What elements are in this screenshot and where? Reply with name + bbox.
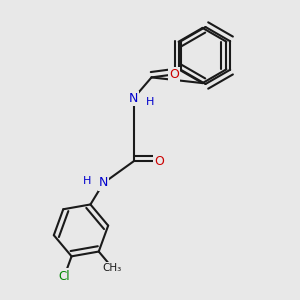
Text: H: H xyxy=(83,176,91,186)
Text: O: O xyxy=(169,68,179,81)
Text: O: O xyxy=(154,155,164,168)
Text: CH₃: CH₃ xyxy=(103,262,122,273)
Text: H: H xyxy=(146,97,154,107)
Text: N: N xyxy=(99,176,108,190)
Text: N: N xyxy=(129,92,138,105)
Text: Cl: Cl xyxy=(58,270,70,283)
